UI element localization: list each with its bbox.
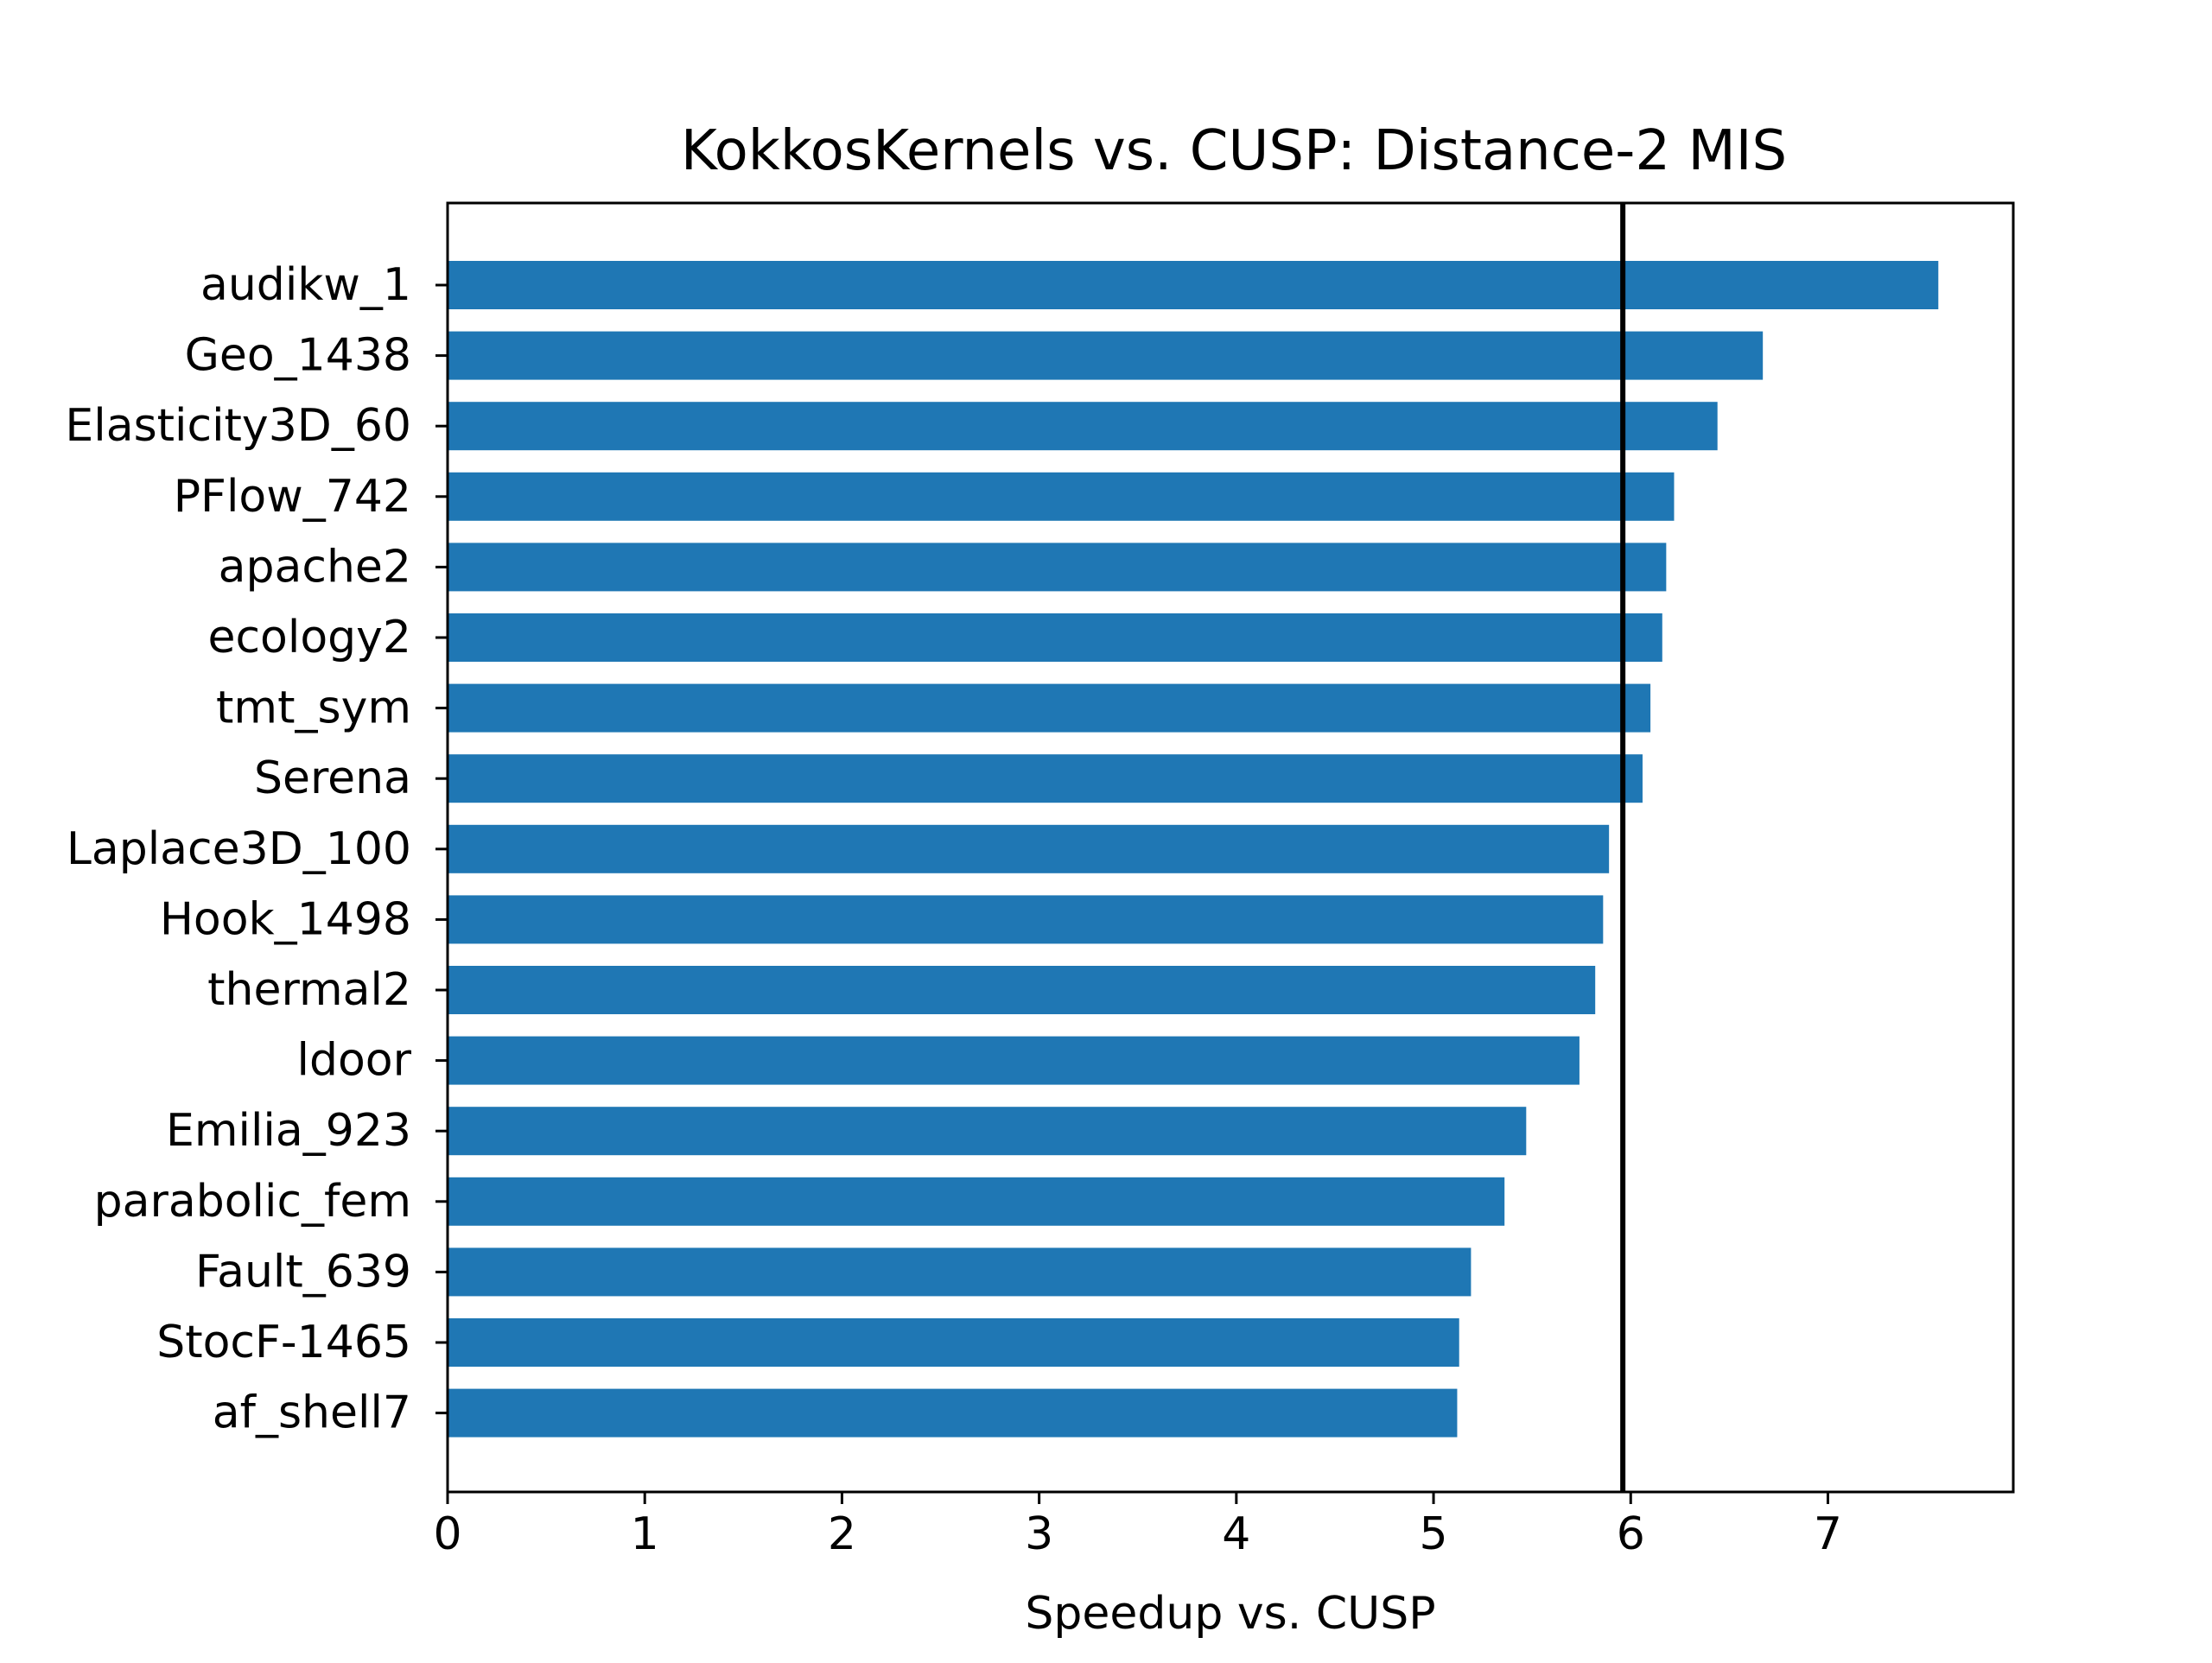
bar-StocF-1465 xyxy=(448,1318,1459,1367)
y-tick-label: ecology2 xyxy=(207,612,411,663)
plot-frame xyxy=(446,201,2015,1494)
x-tick-label: 7 xyxy=(1814,1508,1842,1560)
bar-Serena xyxy=(448,754,1643,803)
y-tick-label: audikw_1 xyxy=(200,259,411,311)
y-tick-label: af_shell7 xyxy=(213,1387,411,1439)
bar-Fault_639 xyxy=(448,1247,1471,1297)
bar-Emilia_923 xyxy=(448,1107,1527,1156)
x-tick-label: 3 xyxy=(1025,1508,1053,1560)
bar-Geo_1438 xyxy=(448,331,1764,380)
bar-PFlow_742 xyxy=(448,472,1675,521)
y-tick-label: ldoor xyxy=(297,1035,412,1087)
x-tick-label: 0 xyxy=(433,1508,461,1560)
y-tick-label: thermal2 xyxy=(207,964,411,1016)
bar-Laplace3D_100 xyxy=(448,824,1610,873)
chart-title: KokkosKernels vs. CUSP: Distance-2 MIS xyxy=(681,119,1787,183)
bar-thermal2 xyxy=(448,966,1596,1014)
y-tick-label: Serena xyxy=(254,752,411,804)
x-tick-label: 5 xyxy=(1420,1508,1448,1560)
y-tick-label: Emilia_923 xyxy=(166,1105,411,1157)
x-tick-label: 1 xyxy=(631,1508,659,1560)
y-tick-label: parabolic_fem xyxy=(94,1176,411,1228)
x-tick-label: 2 xyxy=(828,1508,856,1560)
y-tick-label: Elasticity3D_60 xyxy=(65,400,411,452)
bar-ldoor xyxy=(448,1036,1580,1085)
y-tick-label: apache2 xyxy=(219,541,411,593)
y-tick-label: Hook_1498 xyxy=(160,893,411,945)
x-axis-label: Speedup vs. CUSP xyxy=(1025,1588,1435,1640)
y-tick-label: Fault_639 xyxy=(195,1246,411,1298)
y-tick-label: Laplace3D_100 xyxy=(67,823,411,875)
x-axis: 0 1 2 3 4 5 6 7 xyxy=(433,1492,1842,1560)
y-tick-label: PFlow_742 xyxy=(174,471,411,523)
bar-af_shell7 xyxy=(448,1388,1458,1438)
y-tick-label: StocF-1465 xyxy=(156,1317,411,1368)
y-axis: audikw_1 Geo_1438 Elasticity3D_60 PFlow_742… xyxy=(65,259,448,1439)
bar-ecology2 xyxy=(448,613,1662,662)
bar-Hook_1498 xyxy=(448,895,1604,944)
bars-group xyxy=(448,261,1939,1438)
y-tick-label: Geo_1438 xyxy=(185,330,411,382)
bar-tmt_sym xyxy=(448,683,1651,733)
bar-apache2 xyxy=(448,543,1667,592)
x-tick-label: 6 xyxy=(1617,1508,1645,1560)
y-tick-label: tmt_sym xyxy=(216,682,411,734)
bar-Elasticity3D_60 xyxy=(448,402,1718,451)
bar-parabolic_fem xyxy=(448,1177,1505,1226)
bar-audikw_1 xyxy=(448,261,1939,309)
x-tick-label: 4 xyxy=(1222,1508,1250,1560)
